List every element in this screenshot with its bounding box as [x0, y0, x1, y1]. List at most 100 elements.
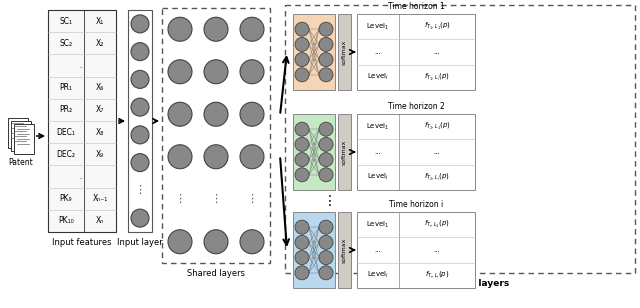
Circle shape — [204, 60, 228, 84]
Bar — [128, 10, 152, 232]
Circle shape — [319, 168, 333, 182]
Circle shape — [295, 137, 309, 152]
Text: Xₙ₋₁: Xₙ₋₁ — [92, 194, 108, 203]
Text: Level$_i$: Level$_i$ — [367, 270, 389, 280]
Text: Time horizon 2: Time horizon 2 — [388, 102, 444, 111]
Circle shape — [131, 43, 149, 61]
Text: ⋮: ⋮ — [322, 149, 330, 159]
Text: PR₁: PR₁ — [60, 83, 72, 92]
Text: ...: ... — [374, 149, 381, 155]
Circle shape — [295, 152, 309, 167]
Text: PK₉: PK₉ — [60, 194, 72, 203]
Circle shape — [240, 145, 264, 169]
Circle shape — [204, 145, 228, 169]
Circle shape — [319, 251, 333, 265]
Text: Level$_i$: Level$_i$ — [367, 72, 389, 83]
Text: Xₙ: Xₙ — [96, 217, 104, 225]
Circle shape — [319, 266, 333, 280]
Circle shape — [295, 37, 309, 51]
Circle shape — [295, 220, 309, 234]
Text: ...: ... — [434, 149, 440, 155]
Circle shape — [240, 17, 264, 41]
Text: $f_{T_1,L_1}(p)$: $f_{T_1,L_1}(p)$ — [424, 21, 451, 32]
Text: $f_{T_2,L_1}(p)$: $f_{T_2,L_1}(p)$ — [424, 121, 451, 132]
Text: Level$_1$: Level$_1$ — [366, 22, 390, 32]
Text: ⋮: ⋮ — [246, 194, 257, 204]
Text: SC₂: SC₂ — [60, 39, 72, 48]
Text: ...: ... — [374, 49, 381, 55]
Bar — [8, 118, 28, 148]
Bar — [357, 212, 475, 288]
Circle shape — [295, 122, 309, 136]
Circle shape — [295, 251, 309, 265]
Circle shape — [240, 60, 264, 84]
Text: ⋮: ⋮ — [175, 194, 186, 204]
Bar — [293, 212, 335, 288]
Text: ⋮: ⋮ — [134, 185, 145, 195]
Text: Time horizon i: Time horizon i — [389, 200, 443, 209]
Circle shape — [319, 122, 333, 136]
Text: $f_{T_i,L_i}(p)$: $f_{T_i,L_i}(p)$ — [425, 270, 449, 281]
Text: Shared layers: Shared layers — [187, 269, 245, 278]
Text: PR₂: PR₂ — [60, 105, 72, 114]
Text: ⋮: ⋮ — [323, 194, 337, 208]
Text: $f_{T_1,L_i}(p)$: $f_{T_1,L_i}(p)$ — [424, 72, 450, 83]
Bar — [338, 114, 351, 190]
Text: Level$_i$: Level$_i$ — [367, 172, 389, 182]
Text: Level$_1$: Level$_1$ — [366, 220, 390, 230]
Bar — [338, 212, 351, 288]
Text: X₉: X₉ — [96, 150, 104, 159]
Text: PK₁₀: PK₁₀ — [58, 217, 74, 225]
Circle shape — [295, 235, 309, 249]
Circle shape — [204, 230, 228, 254]
Circle shape — [319, 235, 333, 249]
Bar — [357, 14, 475, 90]
Text: $f_{T_i,L_1}(p)$: $f_{T_i,L_1}(p)$ — [424, 219, 450, 230]
Circle shape — [168, 60, 192, 84]
Circle shape — [319, 152, 333, 167]
Bar — [293, 114, 335, 190]
Text: DEC₁: DEC₁ — [56, 128, 76, 137]
Circle shape — [204, 102, 228, 126]
Bar — [293, 14, 335, 90]
Text: ...: ... — [434, 247, 440, 253]
Circle shape — [319, 22, 333, 36]
Text: ...: ... — [434, 49, 440, 55]
Bar — [162, 8, 270, 263]
Text: ⋮: ⋮ — [322, 50, 330, 59]
Circle shape — [295, 266, 309, 280]
Bar — [11, 121, 31, 151]
Text: Time horizon 1: Time horizon 1 — [388, 2, 444, 11]
Bar — [357, 114, 475, 190]
Text: ...: ... — [374, 247, 381, 253]
Text: Patent: Patent — [8, 158, 33, 167]
Circle shape — [319, 220, 333, 234]
Circle shape — [319, 37, 333, 51]
Circle shape — [131, 98, 149, 116]
Circle shape — [319, 53, 333, 67]
Text: DEC₂: DEC₂ — [56, 150, 76, 159]
Text: ...: ... — [78, 61, 86, 70]
Text: X₂: X₂ — [96, 39, 104, 48]
Text: softmax: softmax — [342, 39, 347, 65]
Circle shape — [319, 137, 333, 152]
Text: X₇: X₇ — [96, 105, 104, 114]
Circle shape — [131, 70, 149, 88]
Text: ⋮: ⋮ — [298, 149, 306, 159]
Text: X₈: X₈ — [96, 128, 104, 137]
Text: ⋮: ⋮ — [298, 50, 306, 59]
Text: ⋮: ⋮ — [322, 248, 330, 257]
Circle shape — [295, 168, 309, 182]
Text: X₆: X₆ — [96, 83, 104, 92]
Bar — [48, 10, 116, 232]
Circle shape — [168, 17, 192, 41]
Circle shape — [131, 15, 149, 33]
Text: $f_{T_2,L_i}(p)$: $f_{T_2,L_i}(p)$ — [424, 172, 450, 183]
Text: Task-specific layers: Task-specific layers — [410, 279, 509, 288]
Circle shape — [295, 68, 309, 82]
Circle shape — [168, 230, 192, 254]
Circle shape — [295, 53, 309, 67]
Text: softmax: softmax — [342, 237, 347, 263]
Text: ...: ... — [78, 172, 86, 181]
Text: softmax: softmax — [342, 139, 347, 165]
